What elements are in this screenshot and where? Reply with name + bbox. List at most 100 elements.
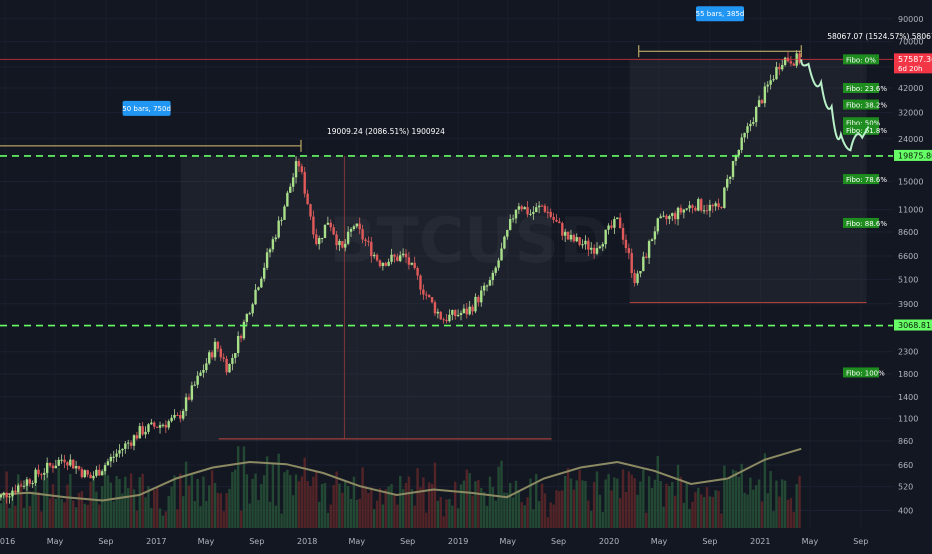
candle-body bbox=[54, 465, 58, 469]
candle-body bbox=[251, 304, 254, 314]
candle-body bbox=[51, 465, 55, 469]
candle-body bbox=[613, 219, 616, 228]
candle-body bbox=[66, 462, 69, 466]
candle-body bbox=[691, 205, 694, 208]
candle-body bbox=[326, 222, 330, 225]
candle-body bbox=[14, 490, 17, 493]
candle-body bbox=[208, 352, 211, 364]
candle-body bbox=[361, 229, 364, 240]
volume-bar bbox=[497, 466, 500, 528]
volume-bar bbox=[514, 480, 518, 528]
candle-body bbox=[679, 207, 683, 213]
volume-bar bbox=[283, 472, 286, 528]
fib-label: Fibo: 0% bbox=[846, 56, 876, 64]
volume-bar bbox=[257, 500, 260, 528]
candle-body bbox=[425, 294, 428, 296]
candle-body bbox=[22, 485, 26, 487]
y-tick-label: 860 bbox=[898, 437, 913, 446]
candle-body bbox=[236, 336, 240, 354]
volume-bar bbox=[786, 499, 790, 528]
candle-body bbox=[477, 296, 480, 303]
volume-bar bbox=[546, 517, 550, 528]
y-tick-label: 520 bbox=[898, 483, 913, 492]
volume-bar bbox=[789, 498, 793, 528]
volume-bar bbox=[480, 487, 483, 528]
volume-bar bbox=[454, 481, 457, 528]
candle-body bbox=[575, 237, 578, 242]
volume-bar bbox=[448, 499, 451, 528]
candle-body bbox=[474, 296, 477, 312]
volume-bar bbox=[323, 482, 327, 528]
candle-body bbox=[653, 231, 657, 240]
fib-label-box bbox=[843, 124, 879, 135]
candle-body bbox=[445, 319, 448, 322]
volume-bar bbox=[731, 469, 735, 528]
candle-body bbox=[309, 204, 312, 217]
candle-body bbox=[147, 424, 150, 432]
volume-bar bbox=[291, 495, 295, 528]
x-tick-label: 2016 bbox=[0, 537, 15, 546]
volume-bar bbox=[488, 476, 492, 528]
fib-label-box bbox=[843, 174, 879, 185]
volume-bar bbox=[682, 502, 686, 528]
candle-body bbox=[19, 485, 23, 487]
volume-bar bbox=[630, 474, 633, 528]
volume-bar bbox=[445, 499, 448, 528]
volume-bar bbox=[526, 497, 529, 528]
volume-bar bbox=[662, 506, 665, 528]
candle-body bbox=[103, 465, 107, 472]
candle-body bbox=[789, 61, 793, 64]
volume-bar bbox=[517, 489, 521, 528]
candle-body bbox=[561, 223, 564, 236]
candle-body bbox=[187, 397, 191, 400]
candle-body bbox=[352, 226, 356, 230]
candle-body bbox=[494, 267, 497, 273]
volume-bar bbox=[370, 487, 373, 528]
volume-bar bbox=[161, 515, 165, 528]
candle-body bbox=[300, 166, 304, 172]
volume-bar bbox=[335, 471, 338, 528]
candle-body bbox=[454, 310, 457, 317]
candle-body bbox=[699, 199, 703, 211]
candle-body bbox=[650, 239, 654, 242]
fib-label: Fibo: 50% bbox=[846, 119, 881, 127]
volume-bar bbox=[616, 478, 619, 528]
volume-bar bbox=[129, 473, 133, 528]
candle-body bbox=[234, 353, 237, 358]
candle-body bbox=[80, 469, 84, 478]
volume-bar bbox=[636, 494, 639, 528]
candle-body bbox=[702, 210, 706, 212]
volume-bar bbox=[80, 491, 84, 528]
volume-bar bbox=[112, 501, 115, 528]
candle-body bbox=[25, 479, 29, 486]
volume-bar bbox=[766, 493, 769, 528]
candle-body bbox=[514, 209, 518, 219]
candle-body bbox=[705, 210, 709, 212]
volume-bar bbox=[549, 502, 552, 528]
volume-bar bbox=[425, 512, 428, 528]
candle-body bbox=[436, 311, 440, 314]
volume-bar bbox=[752, 489, 755, 528]
volume-bar bbox=[740, 463, 743, 528]
volume-bar bbox=[144, 497, 147, 528]
candle-body bbox=[451, 310, 454, 315]
x-tick-label: 2017 bbox=[146, 537, 166, 546]
volume-bar bbox=[523, 505, 526, 528]
volume-bar bbox=[164, 511, 168, 528]
candle-body bbox=[630, 253, 633, 274]
candle-body bbox=[141, 426, 144, 435]
candle-body bbox=[688, 205, 691, 209]
candle-body bbox=[43, 472, 46, 475]
volume-bar bbox=[754, 485, 758, 528]
x-tick-label: May bbox=[47, 537, 64, 546]
fib-label: Fibo: 88.6% bbox=[846, 220, 887, 228]
candle-body bbox=[595, 248, 599, 254]
volume-bar bbox=[769, 471, 772, 528]
volume-bar bbox=[43, 476, 46, 528]
candle-body bbox=[529, 213, 532, 215]
volume-bar bbox=[352, 476, 356, 528]
candle-body bbox=[48, 462, 52, 466]
volume-bar bbox=[22, 507, 26, 528]
